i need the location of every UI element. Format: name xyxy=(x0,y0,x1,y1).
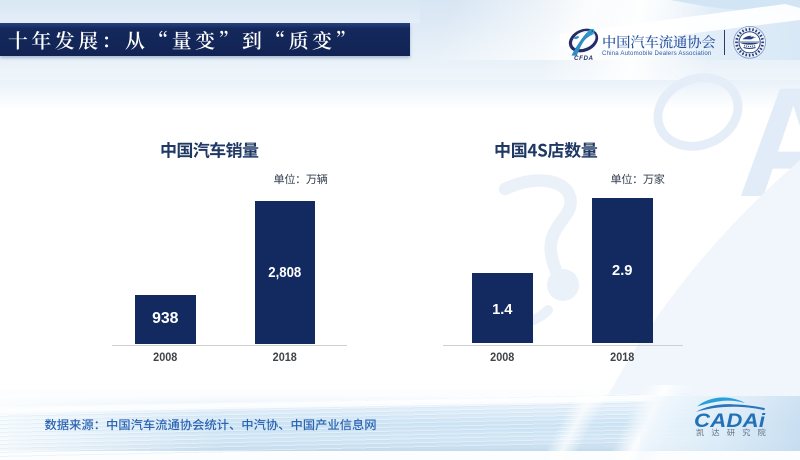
svg-text:CFDA: CFDA xyxy=(574,55,594,62)
